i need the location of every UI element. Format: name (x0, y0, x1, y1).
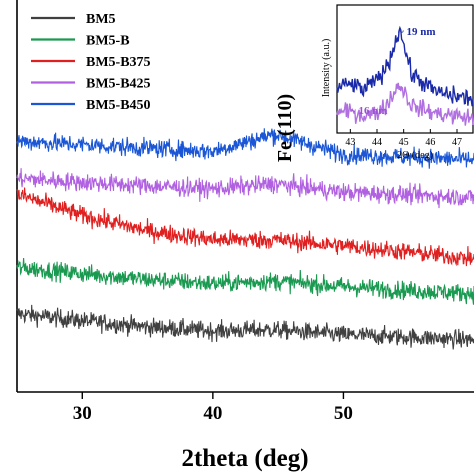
inset-series-lines (336, 25, 474, 126)
legend-label: BM5-B425 (86, 77, 151, 92)
x-tick-label: 30 (73, 403, 92, 424)
legend-label: BM5-B450 (86, 98, 151, 113)
series-line-bm5-b450 (16, 128, 474, 169)
inset-annotation-19nm: ~ 19 nm (398, 26, 436, 38)
main-series-lines (16, 128, 474, 350)
legend-label: BM5 (86, 12, 116, 27)
series-line-bm5-b (16, 257, 474, 305)
legend-label: BM5-B (86, 34, 130, 49)
x-axis-ticks: 30 40 50 (73, 392, 353, 424)
series-line-bm5-b425 (16, 168, 474, 209)
fe-110-annotation: Fe (110) (274, 94, 296, 162)
inset-chart: 43 44 45 46 47 Intensity (a.u.) 2Θ (deg) ~ 1… (321, 4, 474, 161)
inset-x-label: 2Θ (deg) (397, 150, 433, 161)
series-line-bm5 (16, 304, 474, 350)
inset-x-ticks: 43 44 45 46 47 (345, 129, 462, 148)
x-tick-label: 50 (334, 403, 353, 424)
inset-series-line-0 (336, 25, 474, 107)
series-line-bm5-b375 (16, 187, 474, 267)
x-tick-label: 40 (203, 403, 222, 424)
inset-x-tick-label: 45 (399, 137, 409, 148)
inset-x-tick-label: 47 (452, 137, 462, 148)
inset-series-line-1 (336, 82, 474, 126)
inset-x-tick-label: 44 (372, 137, 382, 148)
legend-label: BM5-B375 (86, 55, 151, 70)
x-axis-label: 2theta (deg) (181, 445, 308, 472)
legend: BM5 BM5-B BM5-B375 BM5-B425 BM5-B450 (31, 12, 151, 113)
inset-x-tick-label: 46 (425, 137, 435, 148)
inset-y-label: Intensity (a.u.) (321, 39, 332, 98)
inset-annotation-16nm: ~ 16 nm (350, 105, 388, 117)
inset-x-tick-label: 43 (345, 137, 355, 148)
